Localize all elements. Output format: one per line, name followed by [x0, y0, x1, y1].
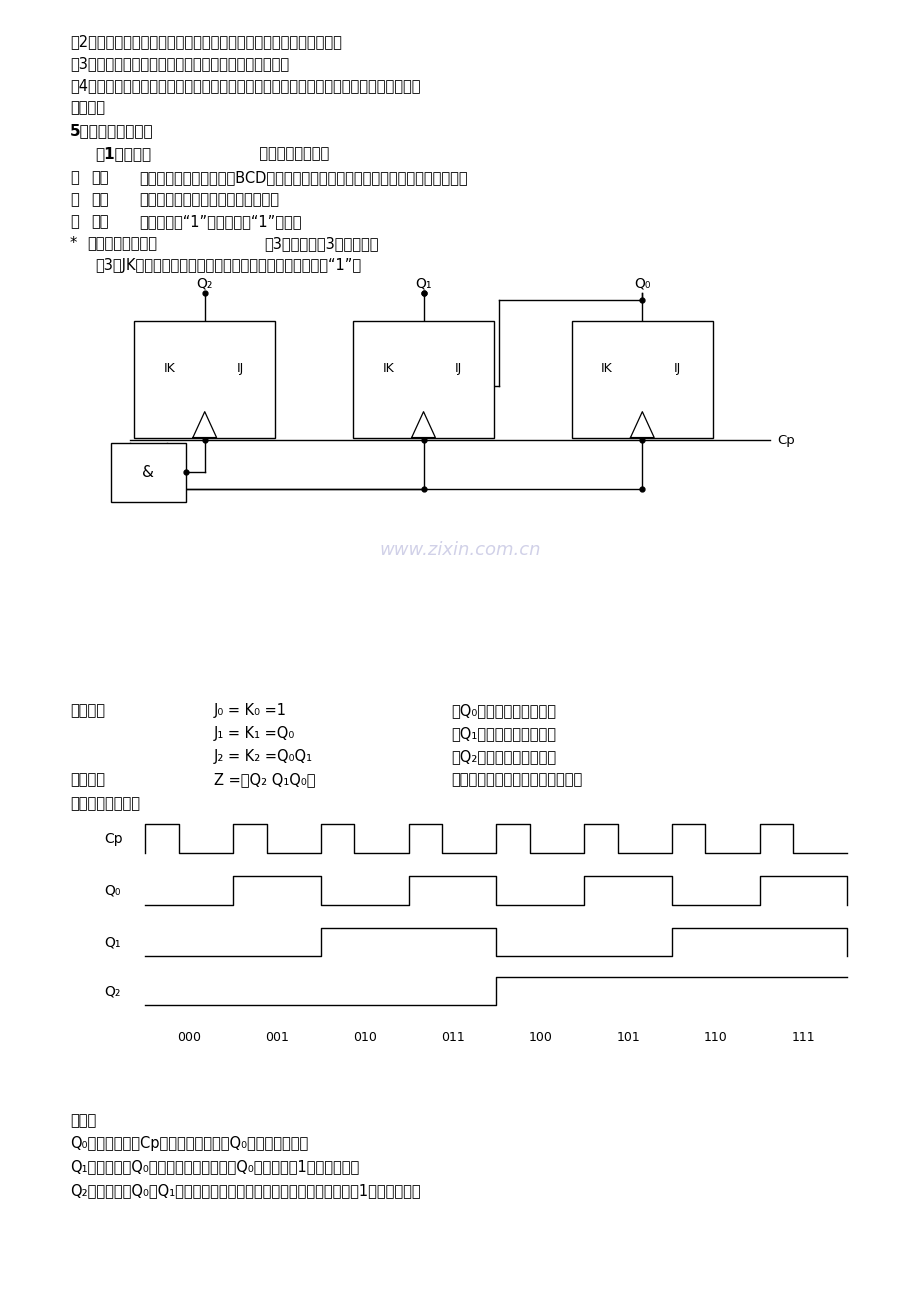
Text: （4）确定激励函数（对应触发器的种类）和输出函数（对应逻辑电路的种类），并画出逻: （4）确定激励函数（对应触发器的种类）和输出函数（对应逻辑电路的种类），并画出逻 — [70, 78, 420, 92]
Text: 按: 按 — [70, 191, 78, 207]
Text: J₀ = K₀ =1: J₀ = K₀ =1 — [213, 703, 287, 717]
Text: 101: 101 — [616, 1031, 640, 1044]
Text: IJ: IJ — [455, 362, 462, 375]
Text: 001: 001 — [265, 1031, 289, 1044]
Text: 趋势: 趋势 — [92, 214, 109, 229]
Text: IJ: IJ — [236, 362, 244, 375]
Text: 用3个JK触发器实现，电路图如下所示（输入端悬空为信号“1”）: 用3个JK触发器实现，电路图如下所示（输入端悬空为信号“1”） — [96, 258, 361, 272]
Text: 5、常用的时序电路: 5、常用的时序电路 — [70, 124, 153, 138]
Text: （Q₁触发器的输入控制）: （Q₁触发器的输入控制） — [450, 727, 555, 741]
Text: www.zixin.com.cn: www.zixin.com.cn — [379, 542, 540, 559]
Text: （2）对原始的状态进行化简，变成最简状态，降低电路复杂度和成本: （2）对原始的状态进行化简，变成最简状态，降低电路复杂度和成本 — [70, 34, 341, 49]
Text: 011: 011 — [440, 1031, 464, 1044]
Text: 进制: 进制 — [92, 169, 109, 185]
Text: Q₁: Q₁ — [414, 276, 431, 290]
Text: Q₀: Q₀ — [105, 883, 120, 897]
Bar — [134, 322, 275, 437]
Text: 110: 110 — [703, 1031, 727, 1044]
Text: Cp: Cp — [777, 434, 794, 447]
Text: （Q₀触发器的输入控制）: （Q₀触发器的输入控制） — [450, 703, 555, 717]
Bar — [353, 322, 494, 437]
Text: J₂ = K₂ =Q₀Q₁: J₂ = K₂ =Q₀Q₁ — [213, 750, 312, 764]
Text: 辑电路图: 辑电路图 — [70, 100, 105, 115]
Text: 输出波形如下所示: 输出波形如下所示 — [70, 796, 140, 811]
Text: 周期性的状态循环: 周期性的状态循环 — [250, 146, 329, 161]
Text: Q₂触发器接收Q₀和Q₁原相输出相与之后的结果，只有前两者输出均为1后才翻转一次: Q₂触发器接收Q₀和Q₁原相输出相与之后的结果，只有前两者输出均为1后才翻转一次 — [70, 1182, 420, 1198]
Text: IK: IK — [600, 362, 612, 375]
Text: Q₂: Q₂ — [105, 984, 120, 999]
Text: Q₁: Q₁ — [105, 935, 120, 949]
Text: Q₀: Q₀ — [633, 276, 650, 290]
Text: &: & — [142, 465, 154, 480]
Text: J₁ = K₁ =Q₀: J₁ = K₁ =Q₀ — [213, 727, 295, 741]
Text: Z =（Q₂ Q₁Q₀）: Z =（Q₂ Q₁Q₀） — [213, 772, 315, 788]
Text: 按: 按 — [70, 169, 78, 185]
Text: Q₀触发器按时钟Cp触受，每一个时钟Q₀触发器翻转一次: Q₀触发器按时钟Cp触受，每一个时钟Q₀触发器翻转一次 — [70, 1137, 308, 1151]
Text: 010: 010 — [353, 1031, 377, 1044]
Text: 000: 000 — [177, 1031, 201, 1044]
Text: Q₂: Q₂ — [197, 276, 212, 290]
Bar — [571, 322, 712, 437]
Text: 说明：: 说明： — [70, 1113, 96, 1128]
Text: 可分为：加“1”计数器、减“1”计数器: 可分为：加“1”计数器、减“1”计数器 — [139, 214, 301, 229]
Text: （1）计数器: （1）计数器 — [96, 146, 152, 161]
Text: （Q₂触发器的输入控制）: （Q₂触发器的输入控制） — [450, 750, 555, 764]
Text: IJ: IJ — [674, 362, 681, 375]
Text: 可分为：二进制计数器、BCD码计数器、任意进制计数器（楼两种存在无效状态）: 可分为：二进制计数器、BCD码计数器、任意进制计数器（楼两种存在无效状态） — [139, 169, 467, 185]
Text: 时钟: 时钟 — [92, 191, 109, 207]
Bar — [110, 443, 186, 503]
Text: 按: 按 — [70, 214, 78, 229]
Text: （3位数值，即3个触发器）: （3位数值，即3个触发器） — [264, 236, 378, 251]
Text: 111: 111 — [791, 1031, 814, 1044]
Text: 输出方程: 输出方程 — [70, 772, 105, 788]
Text: 输入方式：同步计数器、异步计数器: 输入方式：同步计数器、异步计数器 — [139, 191, 278, 207]
Text: Q₁触发器接收Q₀触发器的原相输出，当Q₀原相输出为1后才翻转一次: Q₁触发器接收Q₀触发器的原相输出，当Q₀原相输出为1后才翻转一次 — [70, 1159, 358, 1174]
Text: IK: IK — [382, 362, 393, 375]
Text: 驱动方程: 驱动方程 — [70, 703, 105, 717]
Text: Cp: Cp — [105, 832, 123, 845]
Text: 同步二进制计数器: 同步二进制计数器 — [87, 236, 157, 251]
Text: 100: 100 — [528, 1031, 551, 1044]
Text: *: * — [70, 236, 82, 251]
Text: 三个触发器的输出端原相直接输出: 三个触发器的输出端原相直接输出 — [450, 772, 582, 788]
Text: IK: IK — [164, 362, 176, 375]
Text: （3）把状态与二进制代码相对应，即决定触发器的个数: （3）把状态与二进制代码相对应，即决定触发器的个数 — [70, 56, 289, 70]
